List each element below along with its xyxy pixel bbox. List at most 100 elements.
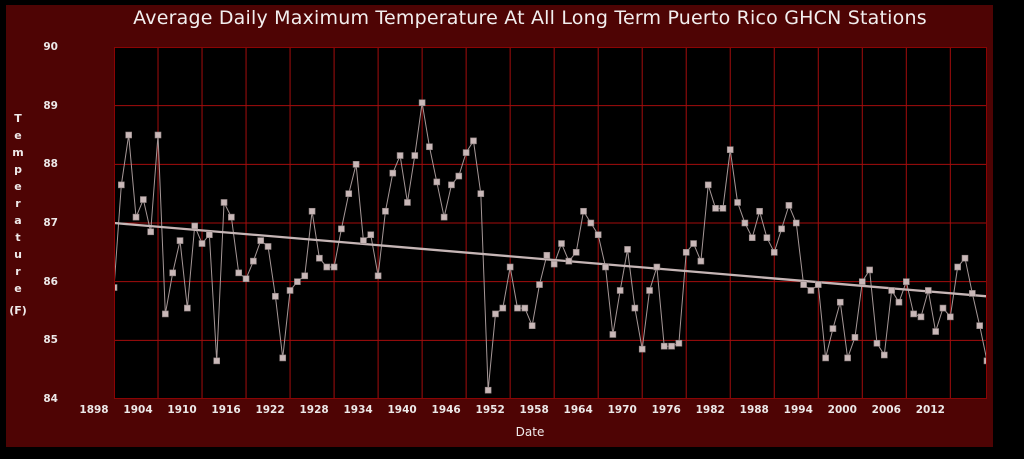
data-point [675, 339, 683, 347]
data-point [726, 146, 734, 153]
plot-area [114, 47, 987, 399]
data-point [697, 257, 705, 265]
data-point [550, 260, 558, 268]
data-point [646, 287, 653, 294]
data-point [367, 231, 375, 239]
data-point [352, 161, 360, 168]
data-point [330, 263, 338, 271]
data-point [873, 339, 881, 347]
data-point [294, 278, 301, 285]
y-axis-title-letter: a [14, 214, 22, 227]
data-point [338, 225, 345, 233]
data-point [631, 304, 639, 312]
data-point [778, 225, 785, 233]
data-point [917, 313, 925, 321]
data-point [162, 310, 169, 318]
x-tick-label: 1946 [431, 404, 461, 416]
y-axis-title-letter: e [14, 129, 22, 142]
data-point [198, 240, 206, 247]
data-point [206, 231, 213, 239]
data-point [426, 143, 433, 151]
data-point [118, 181, 125, 189]
data-point [125, 131, 132, 139]
data-point [140, 196, 147, 203]
data-point [506, 263, 514, 271]
data-point [323, 263, 331, 271]
data-point [814, 281, 822, 288]
data-point [961, 254, 969, 262]
data-point [954, 263, 961, 271]
data-point [822, 354, 829, 362]
data-point [220, 199, 228, 206]
plot-border [114, 47, 987, 399]
data-point [279, 354, 287, 362]
data-point [308, 207, 316, 215]
data-point [418, 99, 426, 107]
data-point [543, 251, 551, 259]
data-point [638, 345, 646, 353]
data-point [880, 351, 888, 359]
y-axis-title-letter: t [15, 231, 21, 244]
data-point [114, 284, 118, 291]
data-point [829, 325, 837, 332]
x-tick-label: 1970 [607, 404, 637, 416]
data-point [389, 169, 397, 177]
data-point [558, 240, 565, 247]
x-tick-label: 2000 [827, 404, 857, 416]
data-point [770, 249, 778, 256]
data-point [499, 304, 507, 312]
data-point [609, 331, 617, 338]
data-point [572, 249, 580, 256]
y-tick-label: 88 [43, 158, 58, 171]
x-tick-label: 1928 [299, 404, 329, 416]
data-point [866, 266, 873, 274]
data-point [616, 287, 624, 294]
data-series-line [114, 102, 987, 391]
data-point [763, 234, 771, 241]
data-point [521, 304, 529, 312]
data-point [903, 278, 910, 285]
y-axis-unit: (F) [9, 304, 27, 317]
data-point [719, 205, 727, 212]
data-point [895, 298, 903, 306]
data-point [528, 322, 536, 329]
y-axis-title-letter: p [14, 163, 22, 176]
data-point [440, 213, 448, 221]
data-point [132, 213, 140, 221]
x-tick-label: 1916 [211, 404, 241, 416]
x-tick-label: 2006 [871, 404, 901, 416]
data-point [316, 254, 323, 262]
data-point [602, 263, 609, 271]
y-tick-label: 87 [43, 217, 58, 229]
data-point [286, 287, 294, 294]
data-point [176, 237, 184, 244]
data-point [792, 219, 800, 227]
data-point [594, 231, 602, 239]
data-point [807, 287, 815, 294]
data-point [536, 281, 543, 288]
data-point [360, 237, 367, 244]
data-point [587, 219, 595, 227]
data-point [345, 190, 353, 197]
x-tick-label: 1958 [519, 404, 549, 416]
data-point [969, 290, 976, 297]
data-point [800, 281, 807, 288]
x-tick-label: 1976 [651, 404, 681, 416]
data-point [404, 199, 411, 206]
data-point [242, 275, 250, 283]
data-point [939, 304, 947, 312]
data-point [682, 249, 690, 256]
data-point [704, 181, 712, 189]
y-axis-title-letter: e [14, 180, 22, 193]
data-point [565, 257, 573, 265]
y-tick-label: 90 [43, 41, 58, 53]
x-axis-title: Date [515, 425, 545, 439]
data-point [947, 313, 954, 321]
data-point [888, 287, 895, 294]
data-point [983, 357, 987, 365]
data-point [462, 149, 470, 156]
data-point [925, 287, 932, 294]
data-point [455, 172, 463, 180]
